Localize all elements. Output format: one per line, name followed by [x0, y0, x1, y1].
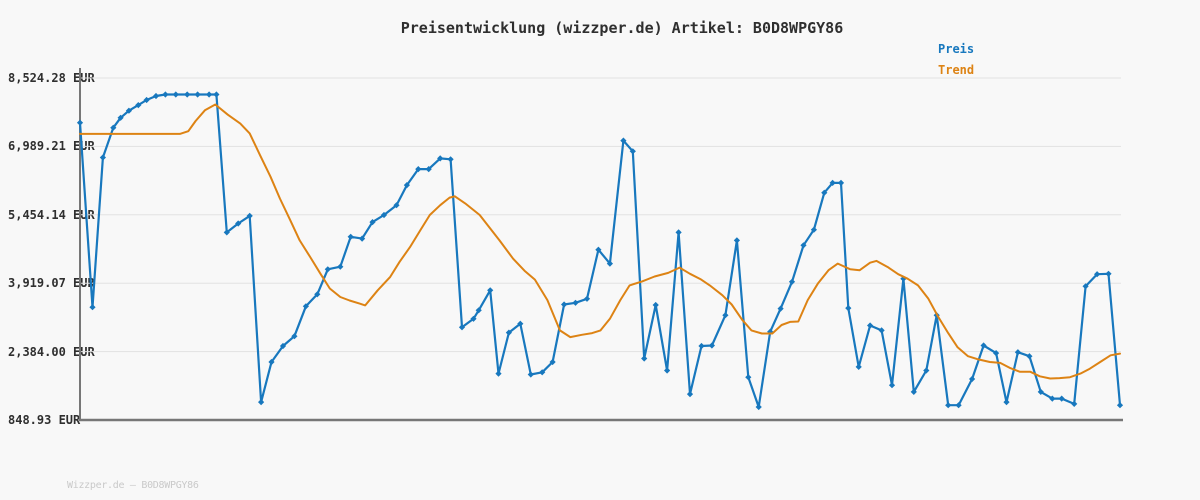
y-axis-tick-label: 3,919.07 EUR [8, 276, 95, 291]
legend-item-trend: Trend [938, 63, 975, 77]
y-axis-tick-label: 2,384.00 EUR [8, 344, 95, 359]
y-axis-tick-label: 5,454.14 EUR [8, 207, 95, 222]
chart-title: Preisentwicklung (wizzper.de) Artikel: B… [400, 19, 844, 37]
chart-legend: Preis Trend [938, 39, 974, 81]
watermark-text: Wizzper.de — B0D8WPGY86 [67, 480, 199, 491]
y-axis-tick-label: 8,524.28 EUR [8, 71, 95, 85]
series-preis-markers [76, 91, 1124, 411]
y-axis-tick-label: 848.93 EUR [8, 413, 81, 427]
y-axis-tick-label: 6,989.21 EUR [8, 139, 95, 154]
series-trend-line [79, 103, 1121, 380]
legend-item-preis: Preis [938, 42, 975, 56]
